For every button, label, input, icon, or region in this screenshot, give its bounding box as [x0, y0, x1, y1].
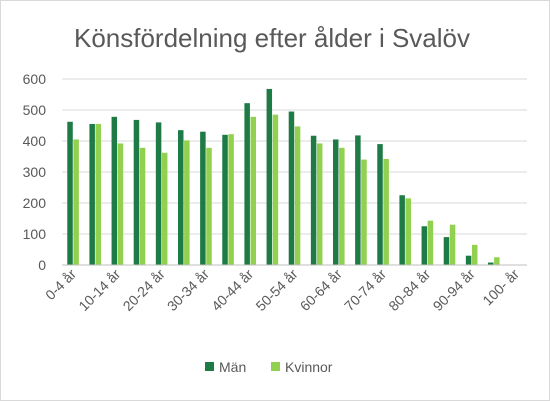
bar-kvinnor — [449, 224, 456, 265]
bar-kvinnor — [339, 147, 345, 265]
x-tick-label: 80-84 år — [385, 266, 433, 314]
x-tick-label: 90-94 år — [430, 266, 478, 314]
x-tick-label: 60-64 år — [297, 266, 345, 314]
x-tick-label: 40-44 år — [208, 266, 256, 314]
bar-kvinnor — [250, 116, 257, 265]
bar-man — [155, 122, 162, 266]
bar-kvinnor — [228, 134, 234, 265]
y-tick-label: 600 — [23, 71, 47, 87]
bar-kvinnor — [206, 147, 212, 265]
legend-label: Kvinnor — [285, 359, 333, 375]
bar-kvinnor — [383, 158, 389, 265]
bar-kvinnor — [117, 143, 124, 265]
chart-title: Könsfördelning efter ålder i Svalöv — [74, 23, 470, 53]
x-tick-label: 10-14 år — [75, 266, 123, 314]
legend: Män Kvinnor — [205, 359, 333, 375]
y-tick-label: 400 — [23, 133, 47, 149]
x-tick-label: 50-54 år — [252, 266, 300, 314]
bar-man — [111, 116, 118, 265]
x-tick-label: 100- år — [479, 266, 522, 309]
bar-man — [399, 195, 405, 265]
bar-man — [288, 111, 295, 265]
y-tick-label: 500 — [23, 102, 47, 118]
x-tick-label: 70-74 år — [341, 266, 389, 314]
y-tick-label: 0 — [38, 257, 46, 273]
legend-label: Män — [219, 359, 246, 375]
bar-man — [377, 144, 383, 265]
bar-kvinnor — [405, 198, 412, 265]
bar-kvinnor — [427, 220, 434, 265]
bar-kvinnor — [73, 139, 79, 265]
bar-kvinnor — [294, 126, 301, 266]
bar-man — [266, 88, 273, 265]
bar-kvinnor — [316, 143, 323, 265]
bar-man — [487, 262, 494, 265]
bar-kvinnor — [272, 114, 279, 266]
gridlines — [62, 78, 527, 235]
bar-kvinnor — [139, 147, 146, 265]
x-tick-label: 0-4 år — [42, 266, 79, 303]
bar-man — [332, 139, 339, 265]
bar-kvinnor — [184, 140, 190, 265]
bar-man — [177, 130, 184, 265]
bar-man — [244, 103, 250, 266]
bar-man — [310, 135, 317, 265]
x-tick-label: 20-24 år — [120, 266, 168, 314]
bar-kvinnor — [471, 244, 478, 265]
legend-swatch — [271, 362, 280, 371]
y-tick-label: 100 — [23, 226, 47, 242]
bar-man — [443, 237, 450, 265]
bar-man — [67, 121, 73, 265]
y-tick-label: 200 — [23, 195, 47, 211]
bar-man — [355, 135, 361, 265]
bar-kvinnor — [95, 123, 102, 265]
bar-kvinnor — [494, 257, 500, 265]
bar-man — [200, 131, 206, 265]
bar-kvinnor — [161, 152, 168, 265]
x-tick-label: 30-34 år — [164, 266, 212, 314]
legend-swatch — [205, 362, 214, 371]
y-tick-label: 300 — [23, 164, 47, 180]
bar-man — [133, 119, 140, 265]
bar-kvinnor — [361, 159, 367, 265]
bars — [67, 88, 500, 266]
y-axis-ticks: 0 100 200 300 400 500 600 — [23, 71, 47, 273]
bar-man — [222, 134, 228, 265]
bar-man — [465, 255, 472, 265]
bar-man — [89, 123, 95, 265]
bar-man — [421, 226, 428, 265]
